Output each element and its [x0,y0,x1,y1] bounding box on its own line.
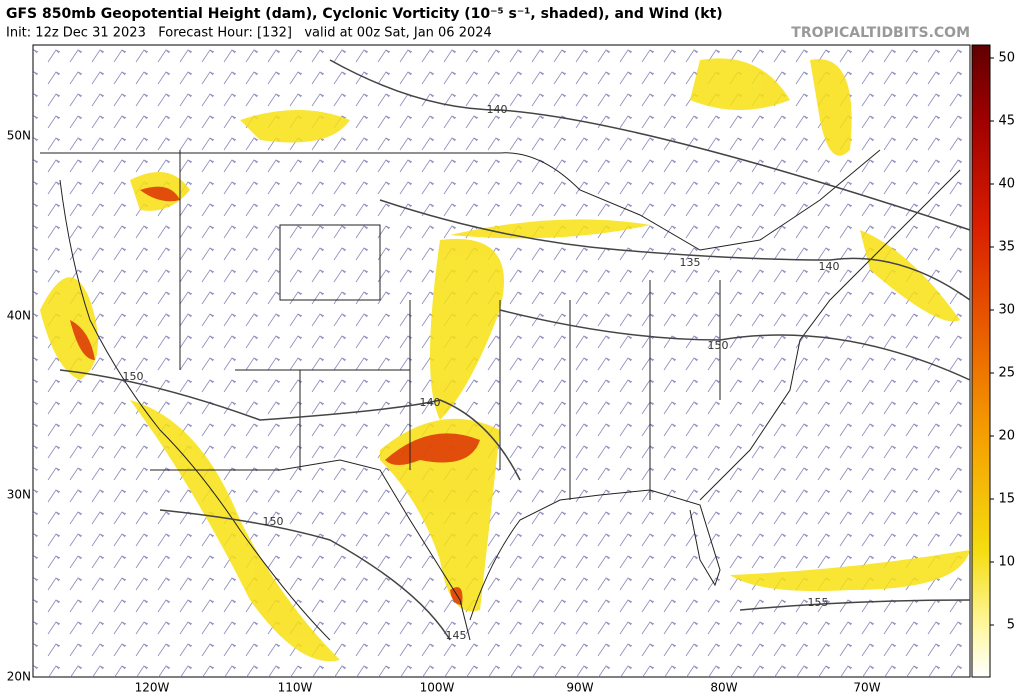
source: TROPICALTIDBITS.COM [791,25,970,41]
contour-label: 150 [123,370,144,383]
lat-label: 20N [7,670,31,684]
colorbar-ticks: 5 10 15 20 25 30 35 40 45 50 [990,51,1015,633]
map [32,44,971,678]
subtitle: Init: 12z Dec 31 2023 Forecast Hour: [13… [6,26,492,41]
colorbar-tick-label: 50 [998,51,1015,66]
colorbar-tick-label: 40 [998,177,1015,192]
colorbar-tick-label: 30 [998,303,1015,318]
contour-label: 155 [808,596,829,609]
title: GFS 850mb Geopotential Height (dam), Cyc… [6,6,723,22]
lon-label: 70W [853,681,880,695]
height-contours [59,59,971,641]
colorbar-tick-label: 5 [1007,618,1015,633]
lon-label: 80W [710,681,737,695]
colorbar-tick-label: 15 [998,492,1015,507]
contour-label: 145 [446,629,467,642]
colorbar-tick-label: 35 [998,240,1015,255]
lon-labels: 120W 110W 100W 90W 80W 70W [135,681,881,695]
lat-label: 50N [7,129,31,143]
contour-label: 140 [487,103,508,116]
colorbar-tick-label: 10 [998,555,1015,570]
colorbar-tick-label: 45 [998,114,1015,129]
contour-label: 140 [420,396,441,409]
lat-labels: 50N 40N 30N 20N [7,129,31,684]
lon-label: 90W [566,681,593,695]
lon-label: 110W [278,681,313,695]
lat-label: 30N [7,488,31,502]
colorbar-tick-label: 25 [998,366,1015,381]
contour-label: 150 [708,339,729,352]
contour-label: 135 [680,256,701,269]
lon-label: 100W [420,681,455,695]
contour-label: 150 [263,515,284,528]
contour-labels: 140 135 140 150 150 140 150 145 155 [123,103,840,642]
colorbar [971,44,991,678]
lon-label: 120W [135,681,170,695]
contour-label: 140 [819,260,840,273]
lat-label: 40N [7,309,31,323]
colorbar-tick-label: 20 [998,429,1015,444]
